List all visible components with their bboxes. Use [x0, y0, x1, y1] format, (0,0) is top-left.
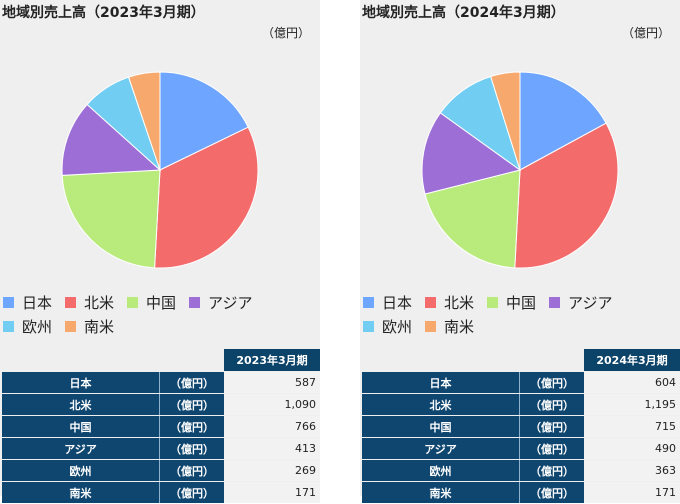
legend-swatch — [189, 296, 201, 308]
legend-item-north-america[interactable]: 北米 — [62, 292, 114, 313]
pie-chart-2024 — [421, 71, 619, 269]
legend: 日本 北米 中国 アジア 欧州 南米 — [360, 290, 680, 338]
table-row: 南米 （億円） 171 — [362, 482, 680, 503]
legend-item-europe[interactable]: 欧州 — [360, 316, 412, 337]
legend-item-asia[interactable]: アジア — [546, 292, 612, 313]
legend-item-japan[interactable]: 日本 — [0, 292, 52, 313]
table-row: 北米 （億円） 1,195 — [362, 394, 680, 415]
table-row: アジア （億円） 490 — [362, 438, 680, 459]
table-row: アジア （億円） 413 — [2, 438, 320, 459]
legend-swatch — [549, 296, 561, 308]
legend-item-china[interactable]: 中国 — [124, 292, 176, 313]
pie-slice-アジア[interactable] — [421, 112, 522, 195]
pie-slice-北米[interactable] — [514, 122, 619, 269]
unit-label: （億円） — [261, 26, 310, 40]
legend-swatch — [425, 320, 437, 332]
table-period-header: 2024年3月期 — [584, 349, 680, 371]
pie-slice-アジア[interactable] — [61, 103, 162, 176]
pie-slice-南米[interactable] — [490, 71, 521, 171]
legend-swatch — [487, 296, 499, 308]
legend-swatch — [363, 320, 374, 332]
legend-item-north-america[interactable]: 北米 — [422, 292, 474, 313]
unit-label: （億円） — [621, 26, 670, 40]
legend: 日本 北米 中国 アジア 欧州 南米 — [0, 290, 320, 338]
table-period-header: 2023年3月期 — [224, 349, 320, 371]
pie-slice-日本[interactable] — [159, 71, 249, 171]
legend-swatch — [3, 296, 14, 308]
table-row: 中国 （億円） 715 — [362, 416, 680, 437]
data-table-2023: 2023年3月期 日本 （億円） 587 北米 （億円） 1,090 中国 （億円） 766… — [2, 348, 320, 504]
legend-item-china[interactable]: 中国 — [484, 292, 536, 313]
pie-chart-2023 — [61, 71, 259, 269]
table-row: 南米 （億円） 171 — [2, 482, 320, 503]
legend-swatch — [3, 320, 14, 332]
pie-slice-中国[interactable] — [61, 169, 161, 269]
pie-slice-南米[interactable] — [127, 71, 161, 171]
legend-swatch — [65, 320, 77, 332]
table-row: 欧州 （億円） 363 — [362, 460, 680, 481]
legend-item-south-america[interactable]: 南米 — [62, 316, 114, 337]
legend-item-asia[interactable]: アジア — [186, 292, 252, 313]
legend-swatch — [425, 296, 437, 308]
chart-panel-2023: 地域別売上高（2023年3月期） （億円） 日本 北米 中国 アジア 欧州 南米… — [0, 0, 320, 503]
chart-title: 地域別売上高（2023年3月期） — [2, 5, 205, 21]
legend-item-south-america[interactable]: 南米 — [422, 316, 474, 337]
legend-swatch — [65, 296, 77, 308]
chart-title: 地域別売上高（2024年3月期） — [362, 5, 565, 21]
pie-slice-北米[interactable] — [154, 126, 259, 269]
table-row: 北米 （億円） 1,090 — [2, 394, 320, 415]
pie-slice-日本[interactable] — [519, 71, 607, 171]
table-row: 欧州 （億円） 269 — [2, 460, 320, 481]
chart-panel-2024: 地域別売上高（2024年3月期） （億円） 日本 北米 中国 アジア 欧州 南米… — [360, 0, 680, 503]
data-table-2024: 2024年3月期 日本 （億円） 604 北米 （億円） 1,195 中国 （億円） 715… — [362, 348, 680, 504]
legend-swatch — [363, 296, 374, 308]
pie-slice-中国[interactable] — [424, 169, 521, 269]
legend-item-europe[interactable]: 欧州 — [0, 316, 52, 337]
table-row: 日本 （億円） 604 — [362, 372, 680, 393]
table-row: 中国 （億円） 766 — [2, 416, 320, 437]
legend-swatch — [127, 296, 139, 308]
table-row: 日本 （億円） 587 — [2, 372, 320, 393]
legend-item-japan[interactable]: 日本 — [360, 292, 412, 313]
